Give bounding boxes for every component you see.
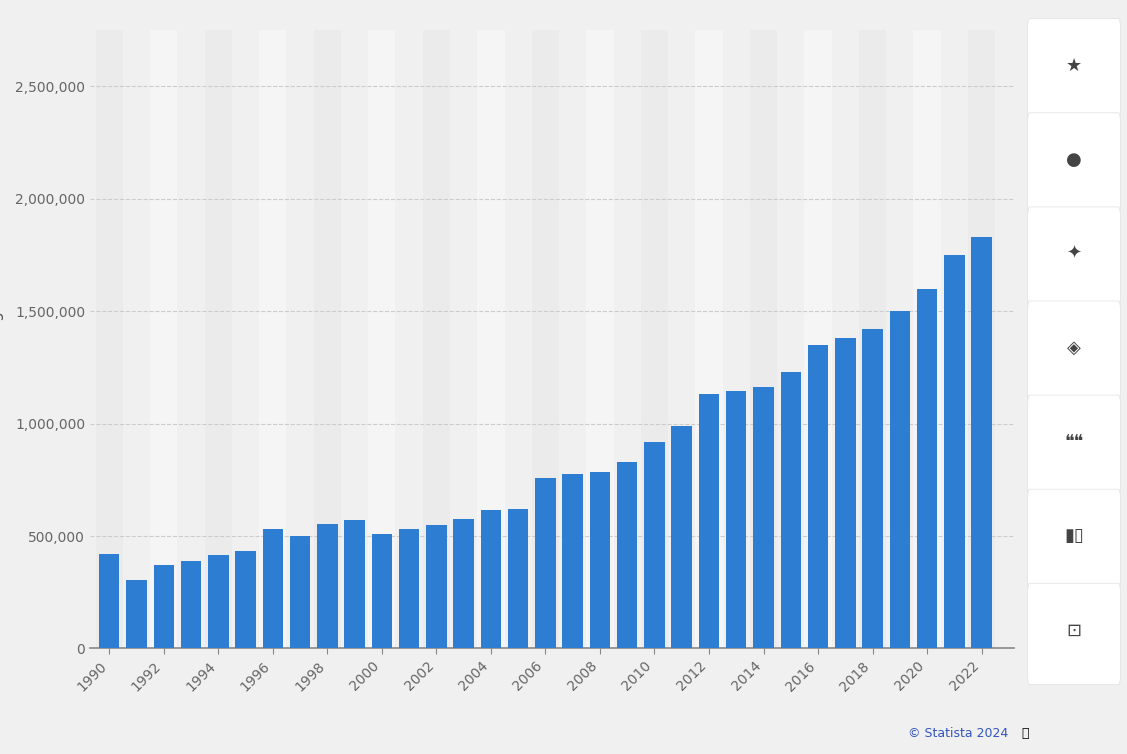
Bar bbox=[862, 329, 882, 648]
Bar bbox=[369, 30, 396, 648]
FancyBboxPatch shape bbox=[1028, 301, 1120, 403]
Bar bbox=[372, 534, 392, 648]
FancyBboxPatch shape bbox=[1028, 395, 1120, 496]
Bar bbox=[562, 474, 583, 648]
Text: ●: ● bbox=[1066, 151, 1082, 169]
Bar bbox=[889, 311, 909, 648]
FancyBboxPatch shape bbox=[1028, 19, 1120, 120]
Bar bbox=[968, 30, 995, 648]
Bar bbox=[313, 30, 341, 648]
Bar bbox=[259, 30, 286, 648]
Text: ✦: ✦ bbox=[1066, 245, 1082, 263]
Text: ▮▯: ▮▯ bbox=[1064, 527, 1084, 545]
Bar bbox=[805, 30, 832, 648]
Bar bbox=[150, 30, 177, 648]
Bar bbox=[699, 394, 719, 648]
Bar bbox=[481, 510, 502, 648]
Bar bbox=[205, 30, 232, 648]
Bar bbox=[399, 529, 419, 648]
Bar bbox=[695, 30, 722, 648]
Text: © Statista 2024: © Statista 2024 bbox=[908, 728, 1009, 740]
Text: ❝❝: ❝❝ bbox=[1064, 433, 1084, 451]
Bar bbox=[99, 554, 119, 648]
Bar bbox=[641, 30, 668, 648]
Text: 🏴: 🏴 bbox=[1014, 728, 1030, 740]
Text: ★: ★ bbox=[1066, 57, 1082, 75]
Bar bbox=[453, 520, 473, 648]
Bar bbox=[126, 580, 147, 648]
Bar bbox=[753, 387, 774, 648]
Text: ⊡: ⊡ bbox=[1066, 621, 1082, 639]
Bar bbox=[589, 472, 610, 648]
Bar bbox=[535, 477, 556, 648]
Bar bbox=[153, 566, 174, 648]
Bar bbox=[426, 525, 446, 648]
Bar bbox=[423, 30, 450, 648]
Bar bbox=[645, 442, 665, 648]
FancyBboxPatch shape bbox=[1028, 207, 1120, 308]
Text: ◈: ◈ bbox=[1067, 339, 1081, 357]
Bar bbox=[263, 529, 283, 648]
Bar bbox=[317, 524, 338, 648]
FancyBboxPatch shape bbox=[1028, 489, 1120, 590]
Bar bbox=[586, 30, 613, 648]
Bar bbox=[749, 30, 778, 648]
Bar bbox=[532, 30, 559, 648]
Bar bbox=[726, 391, 746, 648]
Bar bbox=[835, 339, 855, 648]
Y-axis label: Number of grants: Number of grants bbox=[0, 271, 5, 407]
Bar bbox=[859, 30, 886, 648]
Bar bbox=[781, 372, 801, 648]
Bar bbox=[944, 255, 965, 648]
Bar bbox=[96, 30, 123, 648]
Bar bbox=[477, 30, 505, 648]
FancyBboxPatch shape bbox=[1028, 113, 1120, 214]
Bar bbox=[208, 555, 229, 648]
Bar bbox=[914, 30, 941, 648]
Bar bbox=[290, 536, 310, 648]
Bar bbox=[971, 237, 992, 648]
Bar bbox=[236, 550, 256, 648]
FancyBboxPatch shape bbox=[1028, 584, 1120, 685]
Bar bbox=[180, 561, 202, 648]
Bar bbox=[345, 520, 365, 648]
Bar bbox=[616, 462, 638, 648]
Bar bbox=[808, 345, 828, 648]
Bar bbox=[672, 426, 692, 648]
Bar bbox=[917, 289, 938, 648]
Bar bbox=[508, 509, 529, 648]
